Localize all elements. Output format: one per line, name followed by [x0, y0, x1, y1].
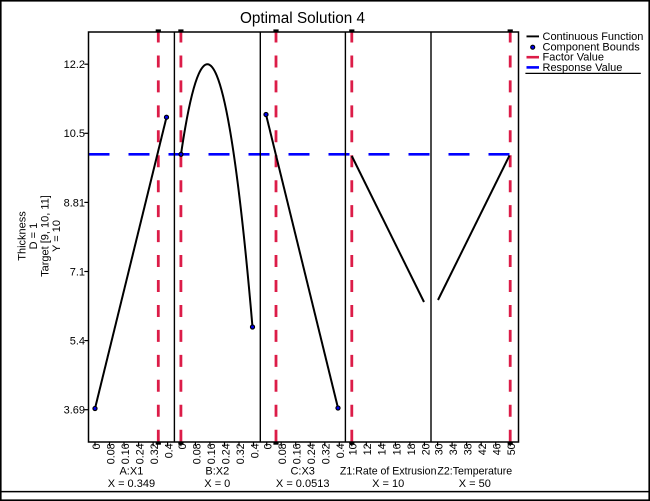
svg-text:5.4: 5.4 — [70, 336, 85, 348]
svg-text:30: 30 — [434, 443, 446, 455]
svg-text:0.32: 0.32 — [149, 443, 161, 464]
svg-text:0: 0 — [91, 443, 103, 449]
svg-text:Z1:Rate of Extrusion: Z1:Rate of Extrusion — [340, 466, 437, 478]
svg-text:46: 46 — [492, 443, 504, 455]
svg-text:0.24: 0.24 — [306, 443, 318, 464]
svg-text:0.32: 0.32 — [321, 443, 333, 464]
svg-text:0.24: 0.24 — [135, 443, 147, 464]
svg-text:10.5: 10.5 — [64, 128, 85, 140]
svg-text:12.2: 12.2 — [64, 59, 85, 71]
svg-text:Optimal Solution 4: Optimal Solution 4 — [240, 10, 365, 27]
svg-text:50: 50 — [506, 443, 518, 455]
svg-text:0.32: 0.32 — [235, 443, 247, 464]
svg-text:C:X3: C:X3 — [290, 466, 314, 478]
svg-text:X = 10: X = 10 — [372, 478, 404, 490]
svg-text:0.24: 0.24 — [220, 443, 232, 464]
svg-text:10: 10 — [348, 443, 360, 455]
svg-text:Y = 10: Y = 10 — [51, 220, 63, 252]
svg-text:Target [9, 10, 11]: Target [9, 10, 11] — [40, 195, 52, 277]
svg-text:0: 0 — [177, 443, 189, 449]
svg-text:0.16: 0.16 — [292, 443, 304, 464]
svg-text:Response Value: Response Value — [543, 62, 623, 74]
svg-text:18: 18 — [406, 443, 418, 455]
svg-text:42: 42 — [477, 443, 489, 455]
svg-text:14: 14 — [377, 443, 389, 455]
svg-text:Component Bounds: Component Bounds — [543, 42, 641, 54]
svg-text:X = 50: X = 50 — [459, 478, 491, 490]
svg-text:16: 16 — [391, 443, 403, 455]
svg-text:20: 20 — [420, 443, 432, 455]
svg-text:X = 0.349: X = 0.349 — [108, 478, 155, 490]
svg-text:X = 0.0513: X = 0.0513 — [276, 478, 330, 490]
svg-text:38: 38 — [463, 443, 475, 455]
svg-text:7.1: 7.1 — [70, 266, 85, 278]
svg-text:0.16: 0.16 — [206, 443, 218, 464]
svg-text:8.81: 8.81 — [64, 197, 85, 209]
svg-text:0.16: 0.16 — [120, 443, 132, 464]
svg-text:X = 0: X = 0 — [204, 478, 230, 490]
svg-text:3.69: 3.69 — [64, 405, 85, 417]
svg-text:12: 12 — [362, 443, 374, 455]
svg-text:0.4: 0.4 — [249, 443, 261, 458]
svg-text:0.4: 0.4 — [335, 443, 347, 458]
svg-text:0.08: 0.08 — [277, 443, 289, 464]
svg-text:0.4: 0.4 — [164, 443, 176, 458]
svg-text:Factor Value: Factor Value — [543, 52, 605, 64]
svg-text:0.08: 0.08 — [105, 443, 117, 464]
svg-text:34: 34 — [448, 443, 460, 455]
svg-text:D = 1: D = 1 — [28, 223, 40, 250]
svg-text:0.08: 0.08 — [191, 443, 203, 464]
svg-text:B:X2: B:X2 — [205, 466, 229, 478]
svg-text:A:X1: A:X1 — [119, 466, 143, 478]
svg-text:0: 0 — [263, 443, 275, 449]
svg-text:Z2:Temperature: Z2:Temperature — [437, 466, 512, 478]
svg-text:Thickness: Thickness — [17, 211, 29, 261]
svg-text:Continuous Function: Continuous Function — [543, 31, 644, 43]
